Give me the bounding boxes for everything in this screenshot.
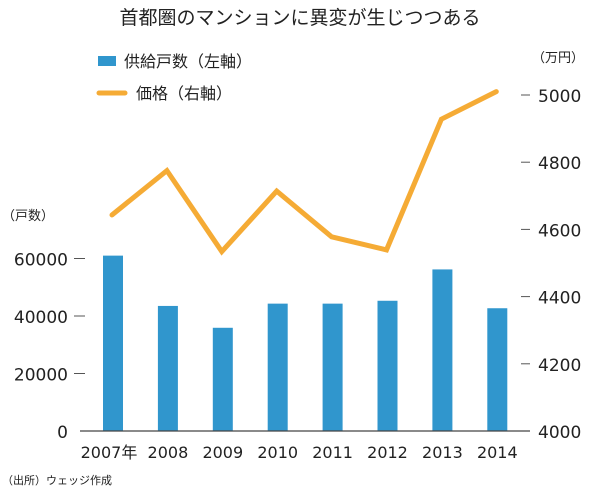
x-tick-label: 2012 — [367, 443, 408, 462]
bar-2010 — [267, 303, 288, 431]
bar-2011 — [322, 303, 343, 431]
source-note: （出所）ウェッジ作成 — [2, 473, 112, 487]
legend-bar-swatch — [98, 56, 116, 66]
price-line — [109, 89, 499, 256]
bar-2007年 — [103, 255, 123, 431]
legend-bar-label: 供給戸数（左軸） — [124, 52, 252, 71]
right-tick-label: 4400 — [538, 289, 581, 309]
left-tick-label: 40000 — [14, 308, 68, 328]
left-tick-label: 0 — [57, 423, 68, 443]
x-tick-label: 2010 — [257, 443, 298, 462]
left-axis-label: （戸数） — [2, 209, 54, 224]
bar-2012 — [377, 300, 398, 431]
left-tick-label: 20000 — [14, 366, 68, 386]
x-tick-label: 2011 — [312, 443, 353, 462]
x-tick-label: 2014 — [477, 443, 518, 462]
bar-2008 — [157, 305, 178, 431]
right-tick-label: 4800 — [538, 154, 581, 174]
bar-2013 — [432, 269, 453, 431]
x-tick-label: 2009 — [202, 443, 243, 462]
legend-line-label: 価格（右軸） — [136, 84, 232, 103]
right-tick-label: 4600 — [538, 221, 581, 241]
x-tick-label: 2007年 — [81, 443, 138, 462]
right-axis-label: （万円） — [532, 51, 584, 66]
right-tick-label: 5000 — [538, 87, 581, 107]
left-tick-label: 60000 — [14, 251, 68, 271]
x-tick-label: 2013 — [422, 443, 463, 462]
bar-2014 — [487, 308, 508, 431]
bar-2009 — [212, 327, 233, 431]
chart-title: 首都圏のマンションに異変が生じつつある — [119, 7, 480, 29]
right-tick-label: 4000 — [538, 423, 581, 443]
right-tick-label: 4200 — [538, 356, 581, 376]
x-tick-label: 2008 — [148, 443, 189, 462]
